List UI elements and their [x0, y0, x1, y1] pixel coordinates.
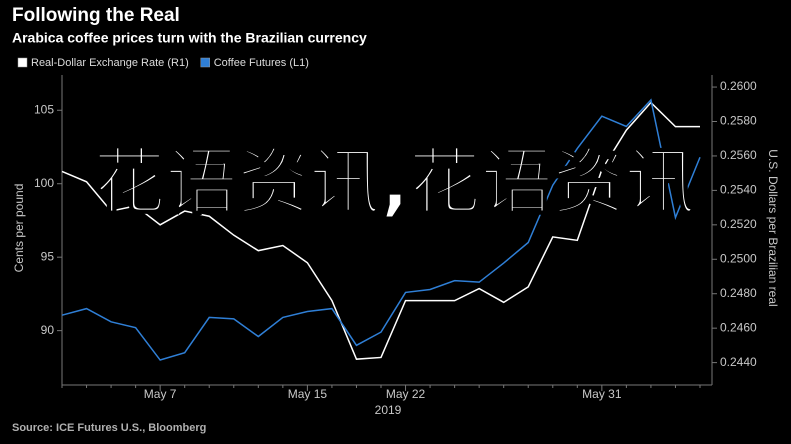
y-tick-label: 95 [41, 249, 55, 263]
y2-tick-label: 0.2440 [720, 355, 757, 369]
chart-subtitle: Arabica coffee prices turn with the Braz… [12, 30, 367, 46]
legend-label: Coffee Futures (L1) [214, 57, 309, 69]
x-tick-label: May 15 [288, 387, 328, 401]
legend-label: Real-Dollar Exchange Rate (R1) [31, 57, 189, 69]
y2-tick-label: 0.2520 [720, 217, 757, 231]
chart-title: Following the Real [12, 5, 180, 26]
y-tick-label: 90 [41, 323, 55, 337]
x-tick-label: May 7 [144, 387, 177, 401]
y2-tick-label: 0.2480 [720, 286, 757, 300]
x-tick-label: May 31 [582, 387, 622, 401]
legend-swatch [200, 57, 210, 68]
y2-tick-label: 0.2500 [720, 251, 757, 265]
x-tick-label: May 22 [386, 387, 426, 401]
y2-tick-label: 0.2580 [720, 114, 757, 128]
series-line [61, 101, 700, 360]
source: Source: ICE Futures U.S., Bloomberg [12, 422, 206, 434]
legend-swatch [17, 57, 28, 68]
y2-axis-label: U.S. Dollars per Brazilian real [766, 149, 780, 306]
y-axis-label: Cents per pound [12, 184, 26, 273]
y2-tick-label: 0.2540 [720, 183, 757, 197]
y-tick-label: 105 [34, 102, 54, 116]
y-tick-label: 100 [34, 176, 54, 190]
y2-tick-label: 0.2560 [720, 148, 757, 162]
y2-tick-label: 0.2600 [720, 79, 757, 93]
y2-tick-label: 0.2460 [720, 320, 757, 334]
watermark: 花语资讯,花语资讯 [92, 139, 697, 225]
x-axis-label: 2019 [375, 403, 402, 417]
series-line [61, 98, 701, 361]
